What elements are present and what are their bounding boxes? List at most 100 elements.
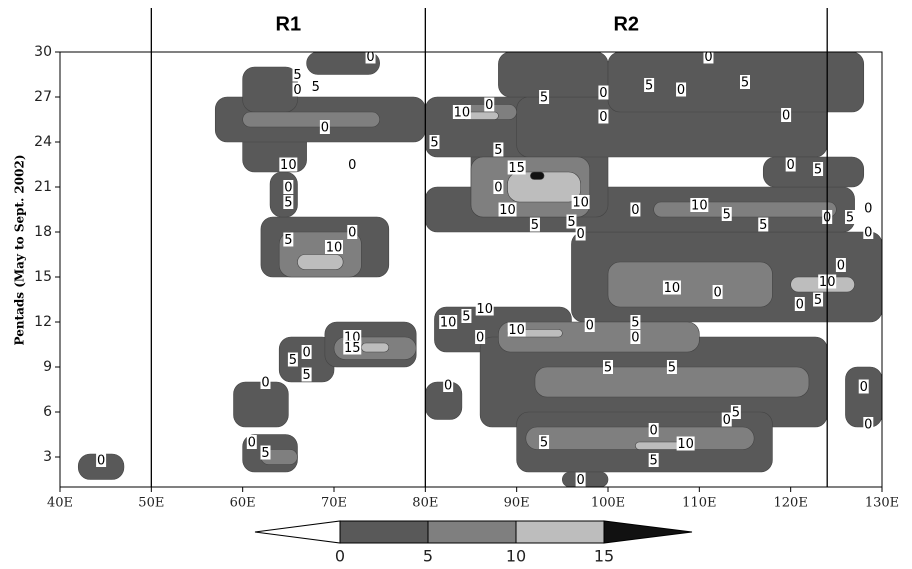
contour-label: 0	[302, 346, 310, 361]
contour-region	[498, 52, 609, 98]
contour-label: 5	[814, 163, 822, 178]
contour-label-bg	[740, 75, 750, 89]
contour-label-bg	[347, 225, 358, 239]
contour-region	[306, 52, 380, 75]
contour-label-bg	[630, 330, 641, 344]
contour-label-bg	[283, 180, 294, 194]
contour-label-bg	[246, 435, 257, 449]
contour-label: 0	[677, 83, 685, 98]
contour-label: 10	[508, 323, 525, 338]
contour-label: 0	[476, 331, 484, 346]
contour-label: 10	[454, 106, 471, 121]
contour-label-bg	[507, 322, 526, 337]
contour-label: 0	[713, 286, 721, 301]
contour-label-bg	[347, 157, 358, 172]
contour-label-bg	[461, 309, 472, 323]
contour-label: 0	[782, 109, 790, 124]
contour-label-bg	[644, 78, 655, 92]
x-tick-label: 110E	[682, 496, 716, 511]
x-tick-label: 70E	[321, 496, 347, 511]
contour-label-bg	[575, 226, 586, 241]
contour-label: 10	[476, 302, 493, 317]
contour-label-bg	[662, 280, 681, 295]
contour-label: 0	[366, 50, 374, 65]
colorbar-label: 5	[423, 547, 433, 566]
y-tick-label: 15	[34, 269, 52, 285]
contour-region	[635, 441, 682, 450]
contour-label: 0	[864, 226, 872, 241]
contour-label: 5	[846, 211, 854, 226]
contour-label-bg	[730, 405, 741, 419]
contour-label: 0	[837, 259, 845, 274]
contour-label-bg	[493, 180, 504, 194]
contour-label-bg	[475, 330, 486, 344]
contour-label: 0	[704, 50, 712, 65]
contour-label-bg	[475, 301, 494, 316]
contour-label-bg	[785, 157, 796, 172]
colorbar-label: 0	[335, 547, 345, 566]
contour-label-bg	[429, 135, 440, 149]
contour-label-bg	[571, 195, 590, 209]
contour-label: 5	[284, 196, 292, 211]
colorbar-label: 15	[594, 547, 614, 566]
contour-label: 5	[494, 143, 502, 158]
contour-label: 0	[586, 319, 594, 334]
contour-label: 0	[787, 158, 795, 173]
contour-label: 0	[293, 83, 301, 98]
colorbar-over	[603, 520, 693, 544]
contour-label: 5	[759, 218, 767, 233]
contour-region	[242, 66, 298, 113]
contour-label-bg	[630, 202, 641, 217]
y-axis-label: Pentads (May to Sept. 2002)	[13, 155, 27, 346]
x-tick-label: 120E	[774, 496, 808, 511]
contour-label: 0	[864, 202, 872, 217]
contour-label: 0	[796, 298, 804, 313]
y-tick-label: 21	[34, 179, 52, 195]
x-tick-label: 100E	[591, 496, 625, 511]
contour-label-bg	[603, 360, 613, 374]
contour-label-bg	[365, 52, 376, 64]
contour-label-bg	[493, 142, 504, 157]
contour-label: 5	[284, 233, 292, 248]
colorbar-bin	[339, 520, 429, 544]
contour-label: 5	[531, 218, 539, 233]
contour-label-bg	[845, 210, 856, 224]
contour-label-bg	[529, 217, 540, 232]
contour-label-bg	[575, 472, 586, 487]
contour-label-bg	[507, 160, 526, 175]
contour-label: 5	[650, 454, 658, 469]
contour-label: 0	[723, 413, 731, 428]
contour-region	[607, 52, 865, 113]
contour-label-bg	[96, 453, 107, 467]
colorbar-label: 10	[506, 547, 526, 566]
contour-label-bg	[584, 318, 595, 332]
colorbar-bin	[427, 520, 517, 544]
contour-label-bg	[301, 367, 312, 382]
contour-label-bg	[703, 52, 714, 64]
contour-label: 5	[668, 361, 676, 376]
contour-label: 5	[462, 310, 470, 325]
x-tick-label: 50E	[138, 496, 164, 511]
contour-label-bg	[858, 379, 869, 394]
contour-label: 0	[631, 331, 639, 346]
contour-label-bg	[443, 378, 454, 392]
contour-label: 0	[321, 121, 329, 136]
contour-label-bg	[292, 67, 303, 82]
contour-label: 5	[645, 79, 653, 94]
contour-label: 5	[723, 208, 731, 223]
contour-label-bg	[721, 412, 732, 427]
contour-label: 0	[485, 98, 493, 113]
contour-label-bg	[676, 82, 687, 97]
contour-label-bg	[794, 297, 805, 311]
contour-label-bg	[279, 157, 298, 172]
contour-region	[297, 254, 344, 270]
contour-label: 5	[604, 361, 612, 376]
contour-label-bg	[260, 375, 271, 389]
contour-label: 5	[302, 368, 310, 383]
x-tick-label: 90E	[504, 496, 530, 511]
y-tick-label: 24	[34, 134, 52, 150]
contour-label: 0	[444, 379, 452, 394]
colorbar-under	[254, 520, 341, 544]
contour-label-bg	[566, 214, 577, 229]
